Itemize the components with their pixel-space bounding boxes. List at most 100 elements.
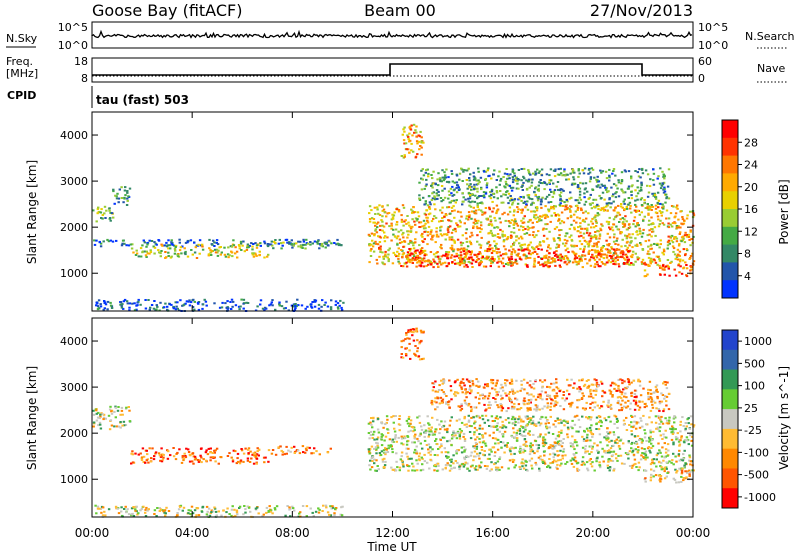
range-cell [121, 239, 125, 242]
range-cell [522, 430, 526, 433]
range-cell [432, 182, 435, 185]
range-cell [458, 435, 461, 438]
range-cell [548, 466, 552, 469]
range-cell [613, 250, 617, 253]
range-cell [643, 269, 647, 272]
range-cell [662, 181, 666, 184]
range-cell [559, 195, 562, 198]
range-cell [406, 236, 409, 239]
range-cell [647, 191, 651, 194]
range-cell [588, 171, 592, 174]
range-cell [508, 249, 511, 252]
range-cell [186, 255, 190, 258]
range-cell [398, 262, 401, 265]
range-cell [606, 467, 610, 469]
range-cell [213, 302, 216, 305]
range-cell [557, 431, 561, 434]
range-cell [665, 209, 669, 212]
range-cell [402, 224, 405, 227]
range-cell [485, 467, 489, 470]
range-cell [429, 230, 433, 233]
range-cell [469, 235, 472, 238]
range-cell [624, 234, 627, 237]
range-cell [634, 225, 637, 228]
range-cell [554, 264, 557, 267]
range-cell [398, 238, 402, 241]
range-cell [167, 450, 170, 453]
range-cell [415, 140, 419, 143]
range-cell [494, 425, 498, 428]
range-cell [425, 169, 428, 172]
range-cell [382, 466, 386, 468]
range-cell [126, 191, 129, 194]
range-cell [462, 465, 466, 468]
range-cell [492, 431, 495, 434]
range-cell [444, 176, 448, 179]
range-cell [456, 248, 459, 251]
range-cell [654, 196, 658, 199]
range-cell [617, 195, 621, 198]
range-cell [432, 258, 435, 261]
range-cell [541, 182, 544, 185]
range-cell [422, 141, 425, 144]
nsky-label: N.Sky [6, 32, 38, 45]
range-cell [384, 435, 388, 438]
range-cell [108, 209, 111, 212]
range-cell [671, 427, 675, 430]
range-cell [545, 254, 548, 257]
range-cell [504, 384, 507, 387]
range-cell [486, 457, 490, 460]
range-cell [622, 442, 625, 445]
range-cell [654, 204, 658, 207]
range-cell [621, 222, 625, 225]
range-cell [553, 258, 556, 260]
range-cell [628, 263, 631, 266]
range-cell [169, 454, 172, 457]
range-cell [608, 451, 611, 454]
range-cell [455, 186, 458, 189]
range-cell [227, 256, 230, 259]
range-cell [119, 413, 122, 416]
range-cell [463, 222, 466, 225]
range-cell [527, 248, 530, 251]
range-cell [548, 182, 551, 185]
range-cell [664, 383, 667, 386]
range-cell [605, 254, 609, 257]
range-cell [513, 210, 516, 213]
range-cell [636, 222, 639, 225]
range-cell [586, 417, 590, 420]
range-cell [582, 218, 585, 221]
range-cell [545, 398, 549, 401]
range-cell [688, 454, 691, 457]
range-cell [522, 217, 525, 220]
range-cell [548, 426, 551, 429]
range-cell [546, 237, 549, 240]
range-cell [497, 265, 501, 268]
range-cell [484, 414, 488, 417]
range-cell [452, 462, 455, 465]
range-cell [242, 307, 245, 310]
range-cell [617, 204, 620, 207]
range-cell [445, 402, 448, 405]
range-cell [533, 263, 536, 266]
range-cell [660, 214, 663, 217]
range-cell [420, 234, 423, 237]
range-cell [96, 212, 99, 215]
range-cell [577, 169, 580, 172]
range-cell [100, 217, 103, 219]
range-cell [230, 308, 233, 310]
range-cell [544, 422, 547, 425]
range-cell [623, 224, 627, 227]
range-cell [483, 257, 486, 260]
range-cell [587, 253, 590, 255]
range-cell [632, 448, 635, 451]
range-cell [680, 458, 683, 461]
range-cell [325, 242, 328, 245]
range-cell [534, 461, 537, 464]
range-cell [415, 450, 418, 453]
range-cell [427, 175, 430, 178]
range-cell [588, 426, 592, 429]
range-cell [99, 242, 103, 245]
range-cell [523, 434, 527, 437]
range-cell [597, 265, 601, 268]
